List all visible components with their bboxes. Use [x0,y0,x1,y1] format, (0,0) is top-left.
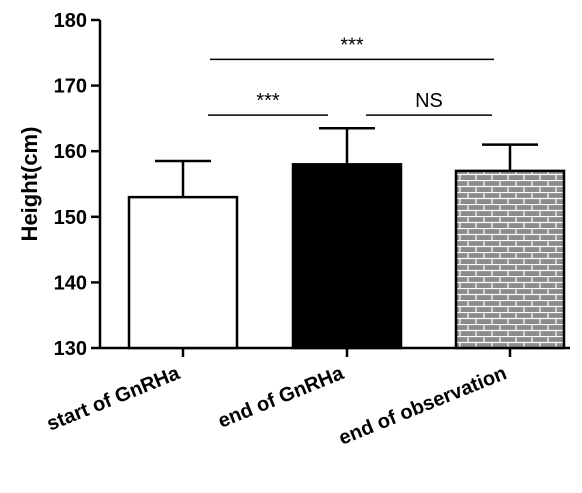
y-tick-label: 170 [54,76,87,98]
bar-2 [291,163,403,350]
y-tick-label: 180 [54,10,87,32]
labels: 130 140 150 160 170 180 Height(cm) start of GnR… [17,10,510,450]
bar-3 [454,169,566,350]
bars [127,126,566,350]
x-category-label: end of observation [336,362,510,449]
bar-1 [127,195,239,350]
y-axis-title: Height(cm) [17,127,42,242]
y-tick-label: 140 [54,272,87,294]
y-tick-label: 160 [54,141,87,163]
significance-brackets: *** NS *** [208,34,494,116]
significance-label: NS [415,90,443,112]
x-category-label: start of GnRHa [44,362,184,436]
x-category-label: end of GnRHa [215,362,348,433]
y-tick-label: 150 [54,207,87,229]
y-tick-label: 130 [54,338,87,360]
significance-label: *** [256,90,280,112]
significance-label: *** [340,34,364,56]
